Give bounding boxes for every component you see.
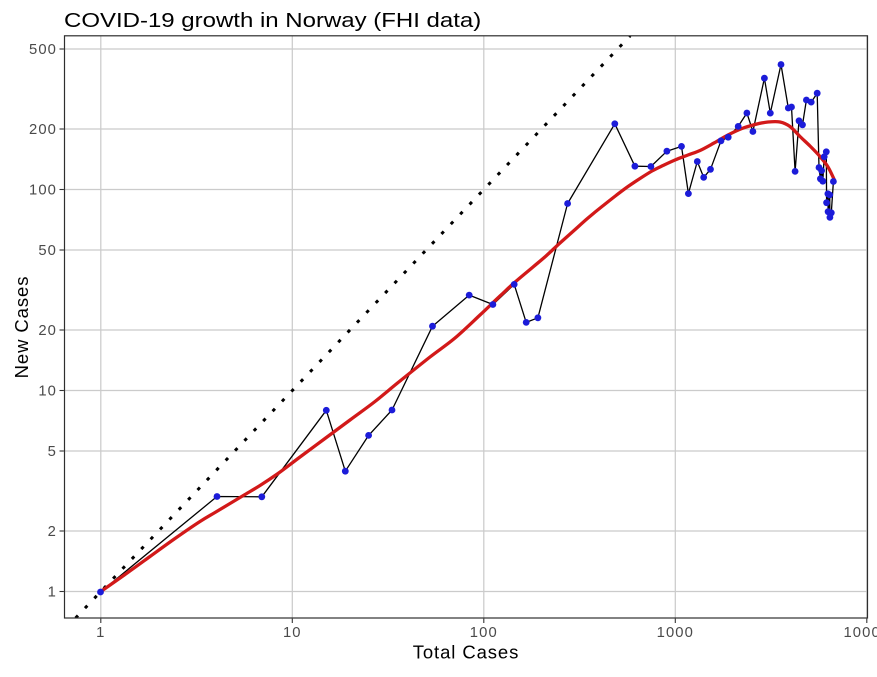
svg-text:10: 10 bbox=[283, 625, 302, 641]
svg-text:100: 100 bbox=[470, 625, 498, 641]
svg-text:1: 1 bbox=[48, 585, 57, 601]
svg-text:500: 500 bbox=[29, 42, 57, 58]
svg-text:1: 1 bbox=[96, 625, 105, 641]
svg-text:Total Cases: Total Cases bbox=[413, 642, 520, 663]
svg-text:200: 200 bbox=[29, 122, 57, 138]
svg-text:COVID-19 growth in Norway (FHI: COVID-19 growth in Norway (FHI data) bbox=[64, 9, 481, 32]
svg-text:2: 2 bbox=[48, 524, 57, 540]
svg-text:100: 100 bbox=[29, 183, 57, 199]
svg-text:10000: 10000 bbox=[843, 625, 877, 641]
svg-text:20: 20 bbox=[38, 323, 57, 339]
svg-text:1000: 1000 bbox=[657, 625, 694, 641]
svg-text:New Cases: New Cases bbox=[11, 276, 32, 379]
svg-text:50: 50 bbox=[38, 243, 57, 259]
svg-text:10: 10 bbox=[38, 384, 57, 400]
svg-text:5: 5 bbox=[48, 444, 57, 460]
